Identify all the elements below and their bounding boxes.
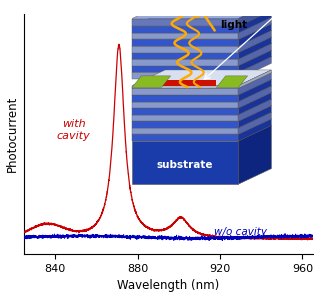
Y-axis label: Photocurrent: Photocurrent bbox=[5, 96, 19, 172]
Text: with
cavity: with cavity bbox=[57, 119, 91, 141]
X-axis label: Wavelength (nm): Wavelength (nm) bbox=[117, 280, 220, 292]
Text: w/o cavity: w/o cavity bbox=[214, 227, 267, 237]
